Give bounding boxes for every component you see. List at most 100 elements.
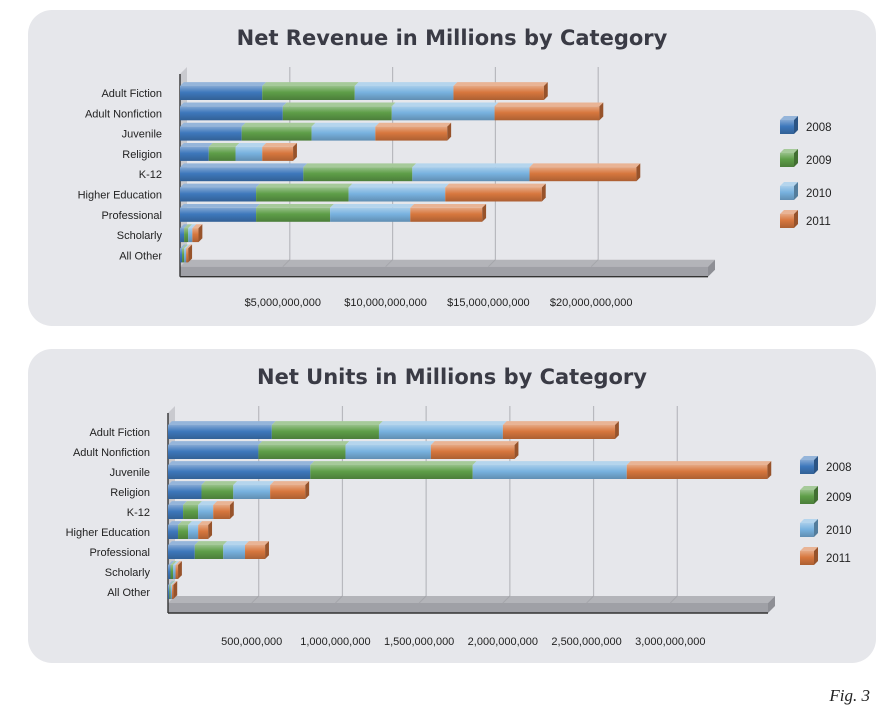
bar-segment-2010	[188, 521, 202, 539]
chart-title: Net Revenue in Millions by Category	[236, 26, 668, 50]
bar-end-cap	[636, 163, 641, 182]
bar-segment-2008	[168, 481, 206, 499]
bar-end-cap	[599, 102, 604, 121]
chart-floor	[168, 596, 775, 603]
bar-end-cap	[188, 244, 193, 263]
bar-segment-2011	[213, 501, 234, 519]
bar-segment-2009	[310, 461, 477, 479]
category-label: Higher Education	[78, 190, 162, 202]
bar-segment-2009	[183, 501, 202, 519]
bar-segment-2011	[453, 82, 548, 100]
legend-label: 2009	[826, 492, 852, 504]
category-label: Religion	[122, 149, 162, 161]
bar-segment-2009	[256, 203, 334, 222]
category-label: Scholarly	[117, 230, 163, 242]
legend-item-2011: 2011	[780, 210, 831, 228]
legend-label: 2008	[826, 462, 852, 474]
bar-segment-2008	[180, 143, 213, 161]
bar-segment-2011	[494, 102, 604, 121]
legend-label: 2011	[806, 216, 831, 228]
bar-segment-2009	[170, 561, 177, 579]
bar-segment-2010	[170, 581, 176, 599]
category-label: Religion	[110, 487, 150, 499]
bar-end-cap	[198, 224, 203, 243]
bar-segment-2008	[180, 203, 260, 222]
chart-floor	[180, 259, 715, 267]
bar-segment-2009	[258, 441, 350, 459]
figure-label: Fig. 3	[829, 686, 870, 705]
bar-segment-2009	[241, 122, 316, 141]
legend-label: 2010	[826, 525, 852, 537]
bar-segment-2008	[180, 163, 308, 182]
bar-end-cap	[178, 561, 182, 579]
bar-end-cap	[293, 143, 297, 161]
category-label: Juvenile	[122, 129, 162, 141]
legend-item-2008: 2008	[800, 456, 852, 474]
bar-segment-2009	[201, 481, 238, 499]
category-label: Adult Fiction	[101, 88, 162, 100]
bar-segment-2010	[223, 541, 249, 559]
bar-segment-2011	[192, 224, 203, 243]
bar-segment-2010	[235, 143, 267, 161]
legend-item-2009: 2009	[780, 149, 832, 167]
bar-end-cap	[173, 581, 178, 599]
bar-end-cap	[208, 521, 213, 539]
bar-segment-2010	[188, 224, 197, 243]
bar-end-cap	[482, 203, 487, 222]
bar-end-cap	[543, 82, 548, 100]
bar-segment-2008	[168, 461, 315, 479]
bar-segment-2010	[184, 244, 191, 263]
legend-item-2011: 2011	[800, 547, 851, 565]
bar-segment-2011	[172, 581, 178, 599]
category-label: Professional	[89, 547, 150, 559]
bar-segment-2009	[182, 244, 188, 263]
bar-segment-2011	[410, 203, 487, 222]
bar-end-cap	[767, 461, 772, 479]
bar-segment-2009	[271, 421, 383, 439]
legend-item-2008: 2008	[780, 116, 832, 134]
bar-segment-2008	[168, 441, 263, 459]
bar-segment-2008	[168, 541, 199, 559]
revenue-chart-panel: Net Revenue in Millions by Category Adul…	[28, 10, 876, 326]
x-tick-label: 3,000,000,000	[635, 636, 705, 648]
chart-floor-front	[168, 603, 768, 613]
category-label: K-12	[127, 507, 150, 519]
units-chart: Adult Fiction Adult Nonfiction Juvenile Rel…	[66, 406, 852, 648]
bar-segment-2010	[391, 102, 499, 121]
bar-segment-2010	[412, 163, 534, 182]
category-label: Scholarly	[105, 567, 151, 579]
category-label: Adult Nonfiction	[85, 108, 162, 120]
bar-end-cap	[305, 481, 310, 499]
bar-segment-2008	[180, 102, 287, 121]
bar-segment-2011	[445, 183, 546, 202]
x-tick-label: 2,000,000,000	[468, 636, 538, 648]
chart-floor-front	[180, 266, 708, 277]
bar-segment-2011	[270, 481, 310, 499]
category-label: All Other	[119, 250, 162, 262]
bar-segment-2009	[303, 163, 417, 182]
bar-end-cap	[615, 421, 619, 439]
bar-segment-2009	[256, 183, 353, 202]
bar-segment-2011	[262, 143, 297, 161]
category-label: Adult Nonfiction	[73, 447, 150, 459]
bar-segment-2011	[175, 561, 182, 579]
bar-segment-2008	[168, 521, 182, 539]
legend-item-2010: 2010	[800, 519, 852, 537]
legend-label: 2011	[826, 553, 851, 565]
bar-segment-2010	[198, 501, 218, 519]
bar-segment-2011	[198, 521, 213, 539]
bar-segment-2008	[168, 501, 187, 519]
legend-label: 2009	[806, 155, 832, 167]
chart-title: Net Units in Millions by Category	[257, 365, 647, 389]
bar-segment-2008	[180, 122, 246, 141]
legend-label: 2010	[806, 188, 832, 200]
bar-segment-2009	[208, 143, 240, 161]
bar-segment-2009	[282, 102, 396, 121]
category-label: All Other	[107, 587, 150, 599]
legend-label: 2008	[806, 122, 832, 134]
bar-segment-2011	[529, 163, 641, 182]
bar-segment-2010	[173, 561, 180, 579]
bar-end-cap	[447, 122, 452, 141]
category-label: K-12	[139, 169, 162, 181]
x-tick-label: 1,500,000,000	[384, 636, 454, 648]
